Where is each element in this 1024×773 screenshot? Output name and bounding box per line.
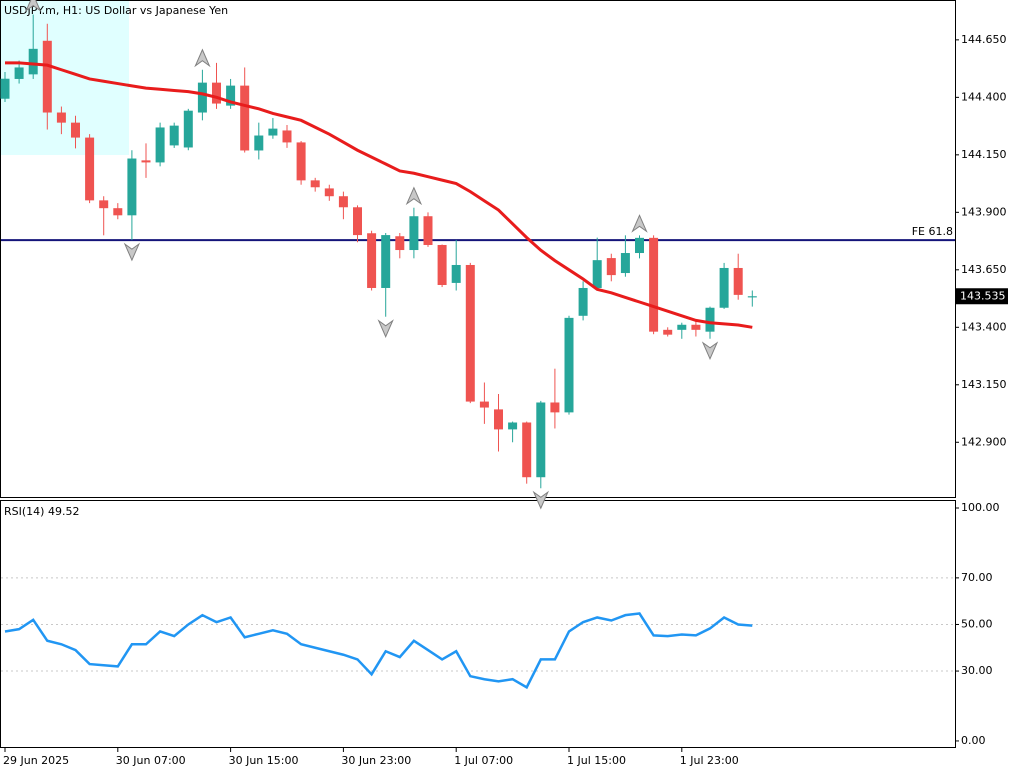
fractal-up	[405, 186, 423, 206]
last-price-box	[956, 288, 1008, 305]
candle-body	[127, 158, 137, 216]
candle-body	[28, 48, 38, 75]
candle-body	[296, 142, 306, 181]
y-tick-label: 143.400	[961, 320, 1007, 333]
fibo-label: FE 61.8	[912, 225, 953, 238]
y-tick-label: 143.900	[961, 205, 1007, 218]
candle-body	[691, 324, 701, 330]
candle-body	[451, 264, 461, 283]
rsi-title: RSI(14) 49.52	[4, 505, 79, 518]
fractal-down	[532, 490, 549, 510]
candle-body	[719, 267, 729, 308]
y-tick-label: 100.00	[961, 501, 1000, 514]
candle-body	[522, 422, 532, 478]
candle-body	[338, 196, 348, 208]
y-tick-label: 30.00	[961, 664, 993, 677]
candle-body	[367, 233, 377, 288]
candle-body	[733, 267, 743, 295]
candle-body	[747, 296, 757, 298]
y-tick-label: 144.650	[961, 33, 1007, 46]
candle-body	[620, 253, 630, 274]
y-tick-label: 143.650	[961, 263, 1007, 276]
candle-body	[395, 236, 405, 251]
candle-body	[677, 324, 687, 330]
candle-body	[705, 307, 715, 332]
candle-body	[353, 207, 362, 236]
candle-body	[268, 128, 278, 136]
candle-body	[85, 137, 95, 201]
candle-body	[0, 78, 10, 99]
chart-title: USDJPY.m, H1: US Dollar vs Japanese Yen	[4, 4, 228, 17]
candle-body	[240, 85, 250, 151]
candle-body	[592, 260, 602, 288]
fractal-up	[631, 214, 648, 233]
candle-body	[635, 237, 644, 254]
candle-body	[494, 409, 503, 430]
candle-body	[536, 402, 546, 478]
candle-body	[649, 237, 659, 332]
y-tick-label: 142.900	[961, 435, 1007, 448]
candle-body	[381, 235, 391, 288]
candle-body	[310, 180, 320, 188]
fractal-down	[123, 242, 141, 262]
fractal-down	[377, 319, 394, 338]
y-tick-label: 144.150	[961, 148, 1007, 161]
x-tick-label: 30 Jun 23:00	[341, 754, 411, 767]
y-tick-label: 0.00	[961, 734, 986, 747]
candle-body	[663, 329, 673, 335]
candle-body	[479, 401, 489, 408]
candle-body	[42, 40, 52, 113]
y-tick-label: 70.00	[961, 571, 993, 584]
candle-body	[564, 317, 574, 413]
candle-body	[183, 110, 193, 148]
candle-body	[141, 160, 151, 163]
fractal-up	[25, 0, 42, 13]
y-tick-label: 143.150	[961, 378, 1007, 391]
candle-body	[254, 135, 264, 151]
candle-body	[324, 188, 334, 197]
candle-body	[212, 82, 221, 104]
x-tick-label: 30 Jun 07:00	[116, 754, 186, 767]
candle-body	[437, 244, 447, 285]
candle-body	[56, 112, 66, 123]
x-tick-label: 30 Jun 15:00	[229, 754, 299, 767]
fractal-up	[194, 48, 211, 68]
candle-body	[226, 85, 236, 106]
candle-body	[606, 258, 616, 276]
y-tick-label: 144.400	[961, 90, 1007, 103]
x-tick-label: 29 Jun 2025	[3, 754, 69, 767]
candle-body	[578, 287, 588, 316]
candle-body	[409, 216, 419, 251]
candle-body	[197, 82, 207, 113]
candle-body	[550, 402, 560, 413]
candle-body	[465, 264, 475, 402]
x-tick-label: 1 Jul 07:00	[454, 754, 513, 767]
main-panel-border	[0, 0, 956, 498]
candle-body	[282, 130, 292, 143]
rsi-line	[4, 612, 753, 690]
candle-body	[169, 125, 179, 146]
y-tick-label: 50.00	[961, 617, 993, 630]
x-tick-label: 1 Jul 23:00	[680, 754, 739, 767]
moving-average	[5, 61, 753, 329]
x-tick-label: 1 Jul 15:00	[567, 754, 626, 767]
candle-body	[14, 67, 24, 79]
candle-body	[508, 422, 518, 430]
candle-body	[155, 127, 165, 163]
candle-body	[99, 200, 109, 209]
candle-body	[71, 122, 80, 138]
last-price-label: 143.535	[960, 289, 1006, 302]
candle-body	[113, 208, 123, 216]
fractal-down	[701, 341, 719, 361]
candle-body	[423, 216, 433, 245]
